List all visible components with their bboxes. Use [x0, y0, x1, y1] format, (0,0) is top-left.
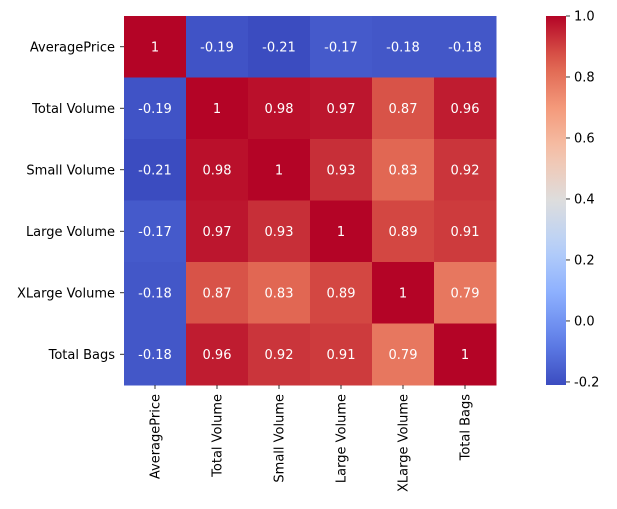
- y-tick-label: AveragePrice: [30, 40, 115, 55]
- x-tick-label: Large Volume: [335, 394, 350, 483]
- colorbar-tick-label: 0.2: [574, 253, 595, 268]
- cell-value-label: -0.17: [138, 225, 172, 240]
- cell-value-label: 0.91: [327, 348, 356, 363]
- cell-value-label: 0.92: [451, 163, 480, 178]
- y-tick-label: Large Volume: [26, 225, 115, 240]
- y-tick-label: Small Volume: [26, 163, 115, 178]
- cell-value-label: 0.96: [203, 348, 232, 363]
- heatmap-cell: [186, 200, 249, 263]
- cell-value-label: 0.91: [451, 225, 480, 240]
- heatmap-cell: [248, 262, 311, 324]
- heatmap-cell: [124, 16, 187, 78]
- heatmap-cell: [310, 16, 373, 78]
- heatmap-cell: [372, 262, 435, 324]
- colorbar-tick-label: 0.0: [574, 314, 595, 329]
- colorbar: -0.2 0.0 0.2 0.4 0.6 0.8 1.0: [546, 10, 599, 390]
- cell-value-label: 1: [337, 225, 345, 240]
- heatmap-cell: [186, 139, 249, 201]
- cell-value-label: 0.96: [451, 102, 480, 117]
- cell-value-label: 0.83: [265, 286, 294, 301]
- heatmap-cell: [248, 323, 311, 386]
- cell-value-label: -0.18: [138, 348, 172, 363]
- heatmap-cell: [310, 139, 373, 201]
- y-tick-label: XLarge Volume: [17, 286, 115, 301]
- cell-value-label: -0.18: [138, 286, 172, 301]
- heatmap-cell: [124, 139, 187, 201]
- heatmap-cell: [434, 323, 497, 386]
- y-tick-label: Total Bags: [48, 348, 116, 363]
- heatmap-cell: [372, 200, 435, 263]
- cell-value-label: -0.21: [262, 40, 296, 55]
- cell-value-label: -0.19: [138, 102, 172, 117]
- heatmap-cell: [248, 139, 311, 201]
- heatmap-cell: [124, 262, 187, 324]
- cell-value-label: -0.17: [324, 40, 358, 55]
- heatmap-cell: [434, 262, 497, 324]
- heatmap-cell: [372, 77, 435, 140]
- heatmap-cell: [434, 200, 497, 263]
- cell-value-label: 0.92: [265, 348, 294, 363]
- cell-value-label: 0.89: [389, 225, 418, 240]
- heatmap-cell: [124, 77, 187, 140]
- colorbar-tick-label: 0.4: [574, 192, 595, 207]
- heatmap-cell: [310, 262, 373, 324]
- heatmap-cell: [248, 16, 311, 78]
- heatmap-cell: [434, 77, 497, 140]
- cell-value-label: -0.18: [448, 40, 482, 55]
- cell-value-label: 1: [461, 348, 469, 363]
- heatmap-cell: [248, 200, 311, 263]
- heatmap-cell: [434, 16, 497, 78]
- heatmap-cell: [310, 323, 373, 386]
- y-tick-label: Total Volume: [31, 102, 115, 117]
- heatmap-cell: [186, 323, 249, 386]
- x-tick-label: Total Volume: [211, 394, 226, 478]
- cell-value-label: 0.93: [265, 225, 294, 240]
- heatmap-cell: [310, 77, 373, 140]
- cell-value-label: 0.83: [389, 163, 418, 178]
- cell-value-label: 1: [275, 163, 283, 178]
- cell-value-label: 1: [151, 40, 159, 55]
- y-axis-ticks: AveragePrice Total Volume Small Volume Larg…: [17, 40, 124, 363]
- cell-value-label: 0.79: [389, 348, 418, 363]
- cell-value-label: 0.97: [327, 102, 356, 117]
- heatmap-cell: [372, 139, 435, 201]
- heatmap-cell: [124, 323, 187, 386]
- heatmap-cell: [434, 139, 497, 201]
- heatmap-cell: [186, 77, 249, 140]
- heatmap-cell: [186, 262, 249, 324]
- cell-value-label: 0.87: [203, 286, 232, 301]
- x-tick-label: Total Bags: [459, 394, 474, 462]
- cell-value-label: -0.18: [386, 40, 420, 55]
- colorbar-gradient: [546, 16, 566, 385]
- x-tick-label: XLarge Volume: [397, 394, 412, 492]
- x-tick-label: AveragePrice: [149, 394, 164, 479]
- cell-value-label: -0.19: [200, 40, 234, 55]
- heatmap-cell: [186, 16, 249, 78]
- heatmap-cell: [372, 323, 435, 386]
- cell-value-label: 1: [213, 102, 221, 117]
- colorbar-tick-label: -0.2: [574, 375, 599, 390]
- cell-value-label: 0.98: [203, 163, 232, 178]
- x-axis-ticks: AveragePrice Total Volume Small Volume Larg…: [149, 385, 474, 492]
- colorbar-tick-label: 0.8: [574, 70, 595, 85]
- cell-value-label: 0.89: [327, 286, 356, 301]
- cell-value-label: 0.98: [265, 102, 294, 117]
- cell-value-label: 0.87: [389, 102, 418, 117]
- colorbar-tick-label: 1.0: [574, 10, 595, 25]
- heatmap-cell: [248, 77, 311, 140]
- cell-value-label: -0.21: [138, 163, 172, 178]
- cell-value-label: 0.79: [451, 286, 480, 301]
- cell-value-label: 0.97: [203, 225, 232, 240]
- cell-value-label: 0.93: [327, 163, 356, 178]
- heatmap-cell: [124, 200, 187, 263]
- heatmap-cells: 1 -0.19 -0.21 -0.17 -0.18 -0.18 -0.19 1 0.98 0.97…: [124, 16, 497, 386]
- heatmap-cell: [310, 200, 373, 263]
- colorbar-tick-label: 0.6: [574, 131, 595, 146]
- x-tick-label: Small Volume: [273, 394, 288, 483]
- cell-value-label: 1: [399, 286, 407, 301]
- heatmap-cell: [372, 16, 435, 78]
